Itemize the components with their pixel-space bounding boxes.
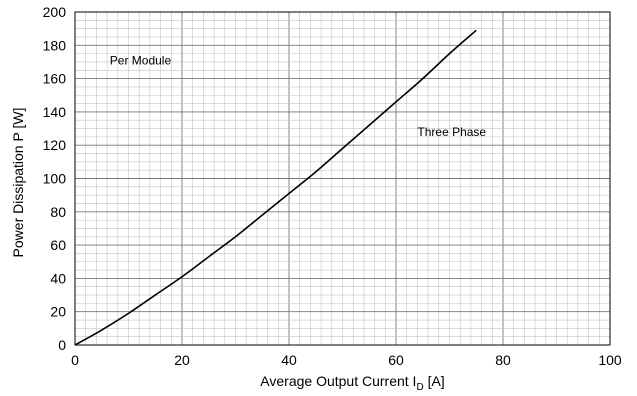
x-tick-label: 100 [598,352,622,368]
series-line-0 [74,29,477,346]
x-axis-label-subscript: D [416,382,423,393]
y-tick-label: 160 [43,71,67,87]
y-tick-label: 40 [50,270,66,286]
y-tick-label: 180 [43,37,67,53]
plot-frame [74,11,611,346]
grid [74,11,611,346]
y-tick-label: 80 [50,204,66,220]
x-axis-label-unit: [A] [424,373,445,389]
y-tick-label: 0 [58,337,66,353]
x-axis-label: Average Output Current ID [A] [260,373,444,393]
x-tick-label: 60 [388,352,404,368]
x-axis-label-main: Average Output Current I [260,373,416,389]
y-tick-label: 20 [50,304,66,320]
annotation-per-module: Per Module [110,53,172,67]
series-layer [74,29,477,346]
y-tick-label: 120 [43,137,67,153]
x-tick-label: 40 [281,352,297,368]
annotation-three-phase: Three Phase [417,125,486,139]
tick-labels: 0 20 40 60 80 100 0 20 40 60 80 100 120 140 160 180 200 [43,4,622,368]
x-tick-label: 80 [495,352,511,368]
y-tick-label: 60 [50,237,66,253]
y-tick-label: 100 [43,171,67,187]
y-tick-label: 140 [43,104,67,120]
x-tick-label: 0 [71,352,79,368]
y-tick-label: 200 [43,4,67,20]
y-axis-label: Power Dissipation P [W] [10,108,26,258]
x-tick-label: 20 [174,352,190,368]
